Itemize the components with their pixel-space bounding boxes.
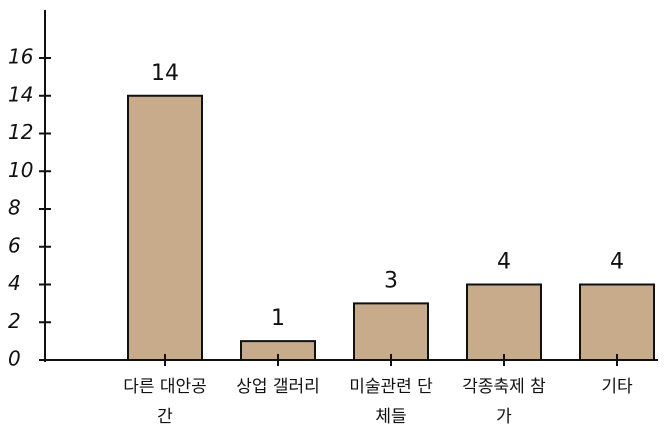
bar [579,283,655,361]
y-tick-label: 16 [8,45,33,69]
y-tick-label: 12 [8,120,33,144]
x-tick-label: 기타 [601,377,633,397]
y-tick-label: 14 [8,82,33,106]
bar [127,94,203,361]
y-tick-label: 10 [8,158,33,182]
y-tick-label: 4 [8,271,21,295]
y-tick-label: 2 [8,309,21,333]
x-tick-label: 상업 갤러리 [236,377,320,397]
bar [353,302,429,361]
value-label: 3 [384,268,398,293]
bar [466,283,542,361]
y-tick-label: 6 [8,233,21,257]
y-tick-label: 8 [8,196,21,220]
value-label: 4 [610,250,624,275]
x-tick-label: 다른 대안공간 [123,377,207,427]
value-label: 1 [271,306,285,331]
x-tick-label: 미술관련 단체들 [349,377,433,427]
value-label: 4 [497,250,511,275]
x-tick-label: 각종축제 참가 [462,377,546,427]
value-label: 14 [151,61,179,86]
y-tick-label: 0 [8,347,21,371]
